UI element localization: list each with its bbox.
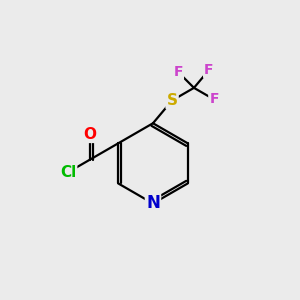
Text: O: O [83,127,96,142]
Text: F: F [209,92,219,106]
Text: Cl: Cl [60,165,76,180]
Text: N: N [146,194,160,212]
Text: F: F [173,65,183,79]
Text: S: S [167,93,178,108]
Text: F: F [204,63,214,77]
